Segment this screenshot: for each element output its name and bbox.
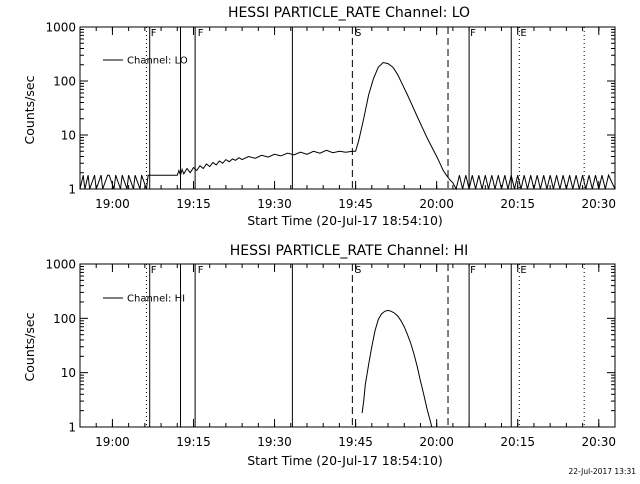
flag-label: E <box>520 265 526 276</box>
legend-label: Channel: HI <box>127 294 185 305</box>
chart-title: HESSI PARTICLE_RATE Channel: HI <box>230 243 468 259</box>
x-tick-label: 19:00 <box>95 197 130 211</box>
flag-label: E <box>520 28 526 39</box>
y-axis-label: Counts/sec <box>22 75 37 144</box>
flag-label: S <box>355 28 361 39</box>
x-tick-label: 20:00 <box>419 197 454 211</box>
x-tick-label: 20:00 <box>419 435 454 449</box>
y-tick-label: 10 <box>61 366 76 380</box>
x-axis-label: Start Time (20-Jul-17 18:54:10) <box>247 213 443 228</box>
flag-label: F <box>198 28 204 39</box>
y-tick-label: 100 <box>53 75 76 89</box>
x-axis-label: Start Time (20-Jul-17 18:54:10) <box>247 453 443 468</box>
flag-label: F <box>151 28 157 39</box>
flag-label: F <box>470 265 476 276</box>
x-tick-label: 19:45 <box>338 435 373 449</box>
x-tick-label: 19:15 <box>176 435 211 449</box>
legend: Channel: LO <box>103 56 188 67</box>
plot-frame <box>79 263 616 428</box>
y-tick-label: 1 <box>68 183 76 197</box>
series-line <box>79 61 616 191</box>
plot-frame <box>79 26 616 190</box>
flag-label: F <box>198 265 204 276</box>
x-tick-label: 20:30 <box>581 197 616 211</box>
x-tick-label: 19:45 <box>338 197 373 211</box>
flag-label: S <box>355 265 361 276</box>
y-tick-label: 1000 <box>45 21 76 35</box>
y-axis-label: Counts/sec <box>22 312 37 381</box>
flag-label: F <box>151 265 157 276</box>
x-tick-label: 20:15 <box>500 435 535 449</box>
y-tick-label: 10 <box>61 129 76 143</box>
x-tick-label: 19:15 <box>176 197 211 211</box>
y-tick-label: 100 <box>53 312 76 326</box>
series-line <box>361 309 433 428</box>
x-tick-label: 19:30 <box>257 435 292 449</box>
legend-label: Channel: LO <box>127 56 188 67</box>
x-tick-label: 20:15 <box>500 197 535 211</box>
x-tick-label: 20:30 <box>581 435 616 449</box>
flag-label: F <box>470 28 476 39</box>
chart-title: HESSI PARTICLE_RATE Channel: LO <box>228 5 470 21</box>
y-tick-label: 1000 <box>45 258 76 272</box>
legend: Channel: HI <box>103 294 185 305</box>
x-tick-label: 19:30 <box>257 197 292 211</box>
x-tick-label: 19:00 <box>95 435 130 449</box>
footer-timestamp: 22-Jul-2017 13:31 <box>568 467 636 476</box>
y-tick-label: 1 <box>68 421 76 435</box>
panel-hi: HESSI PARTICLE_RATE Channel: HI Counts/s… <box>22 243 616 468</box>
panel-lo: HESSI PARTICLE_RATE Channel: LO Counts/s… <box>22 5 616 228</box>
